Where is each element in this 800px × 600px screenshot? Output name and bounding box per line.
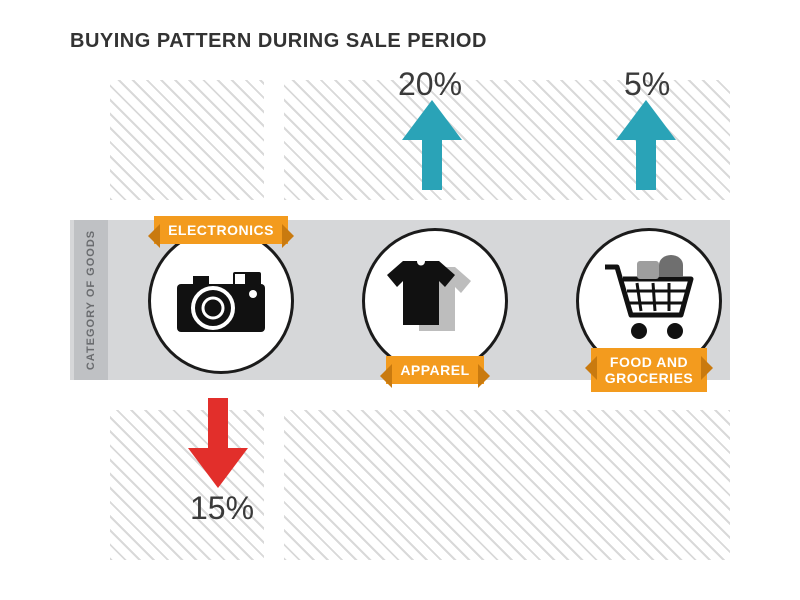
category-icon-circle (148, 228, 294, 374)
category-label: ELECTRONICS (154, 216, 288, 244)
cart-icon (597, 255, 701, 347)
hatch-bg (110, 80, 264, 200)
tshirt-icon (385, 257, 485, 345)
category-ribbon: APPAREL (344, 356, 526, 384)
infographic-stage: BUYING PATTERN DURING SALE PERIOD CATEGO… (70, 30, 730, 570)
pct-value: 20% (398, 66, 462, 103)
arrow-up (611, 100, 681, 190)
camera-icon (173, 266, 269, 336)
category-food: FOOD ANDGROCERIES (546, 228, 746, 388)
pct-value: 15% (190, 490, 254, 527)
category-ribbon: ELECTRONICS (130, 216, 312, 244)
hatch-bg (284, 410, 730, 560)
y-axis-label: CATEGORY OF GOODS (74, 220, 108, 380)
category-electronics: ELECTRONICS (118, 228, 318, 388)
pct-value: 5% (624, 66, 670, 103)
category-label: FOOD ANDGROCERIES (591, 348, 708, 392)
chart-title: BUYING PATTERN DURING SALE PERIOD (70, 30, 730, 53)
arrow-up (397, 100, 467, 190)
arrow-down (183, 398, 253, 488)
category-ribbon: FOOD ANDGROCERIES (558, 348, 740, 392)
category-label: APPAREL (386, 356, 483, 384)
category-apparel: APPAREL (332, 228, 532, 388)
category-icon-circle (362, 228, 508, 374)
